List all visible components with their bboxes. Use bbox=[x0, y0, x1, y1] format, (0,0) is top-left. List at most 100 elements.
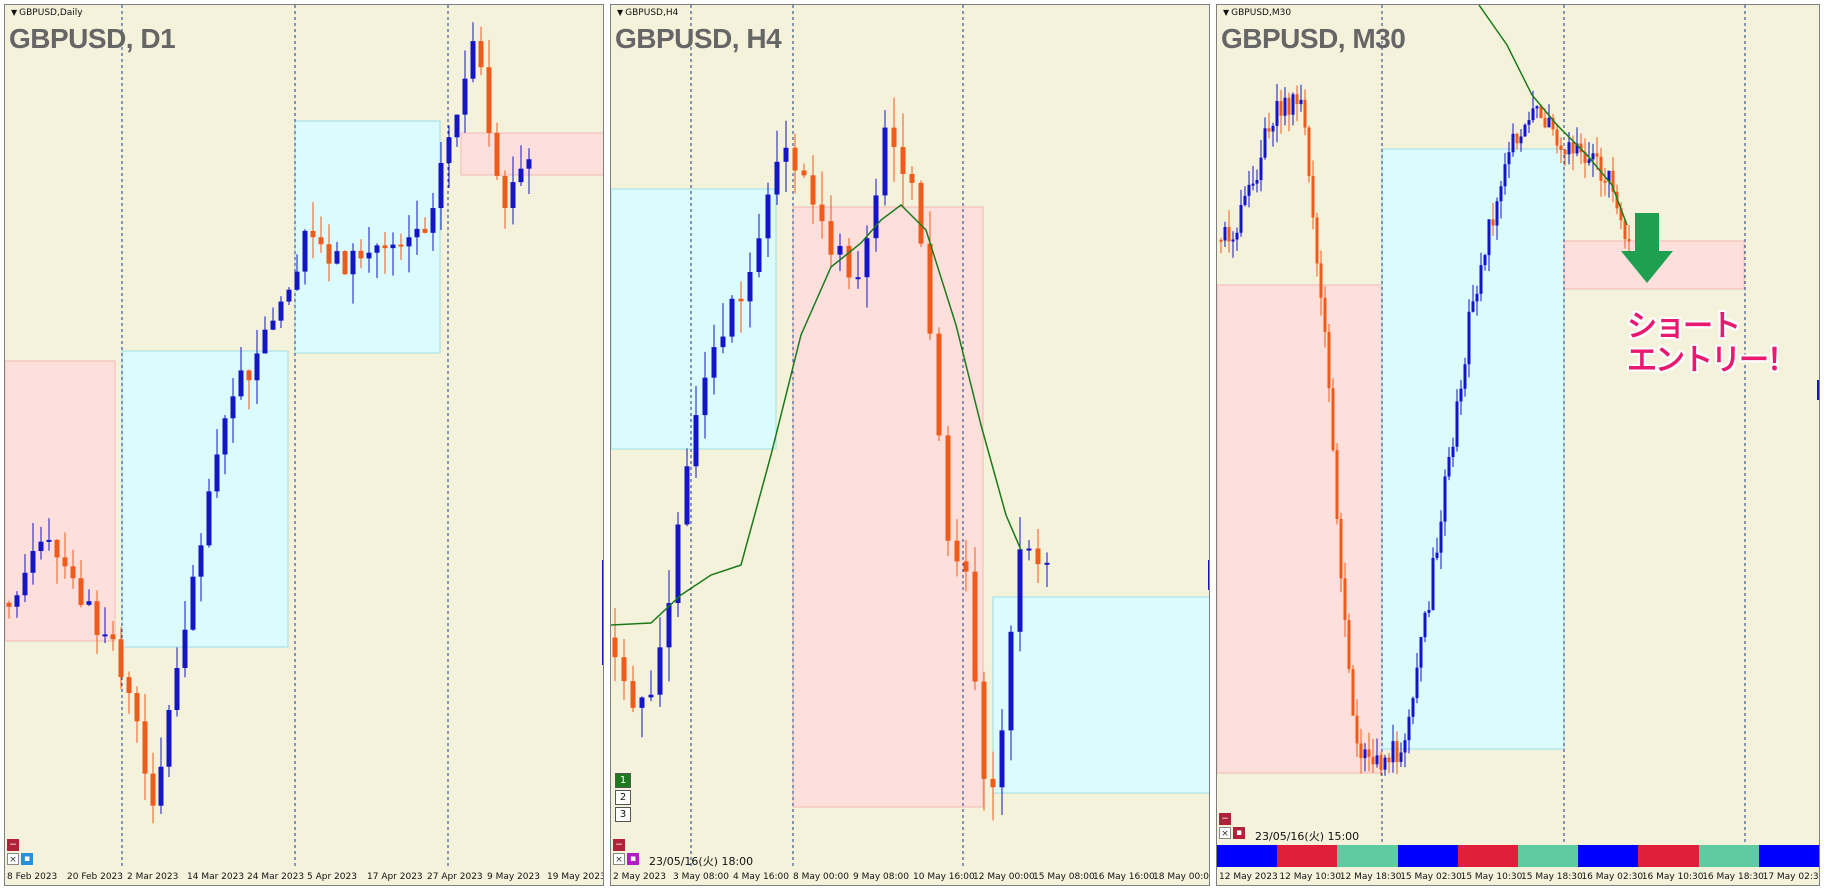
candle-body bbox=[828, 221, 834, 255]
candle-body bbox=[1535, 106, 1539, 109]
chart-panel-h4[interactable]: ▼ GBPUSD,H4 GBPUSD, H4 1 2 3 − × ▪ 23/05/… bbox=[610, 4, 1210, 886]
signal-segment bbox=[1638, 845, 1699, 867]
number-button-2[interactable]: 2 bbox=[615, 790, 631, 805]
settings-icon[interactable]: ▪ bbox=[1233, 827, 1245, 839]
dropdown-triangle-icon[interactable]: ▼ bbox=[11, 8, 18, 17]
candle-body bbox=[1591, 153, 1595, 160]
candle-body bbox=[738, 298, 744, 302]
number-button-1[interactable]: 1 bbox=[615, 773, 631, 788]
date-tick-label: 15 May 10:30 bbox=[1460, 872, 1523, 882]
dropdown-triangle-icon[interactable]: ▼ bbox=[617, 8, 624, 17]
candle-body bbox=[502, 175, 508, 209]
signal-segment bbox=[1277, 845, 1338, 867]
candle-body bbox=[954, 540, 960, 562]
candle-body bbox=[1411, 698, 1415, 717]
candle-body bbox=[630, 681, 636, 708]
candle-body bbox=[398, 244, 404, 247]
candle-body bbox=[1271, 125, 1275, 132]
candle-body bbox=[1451, 446, 1455, 457]
candle-body bbox=[142, 721, 148, 774]
candle-body bbox=[837, 245, 843, 255]
candle-body bbox=[158, 766, 164, 806]
signal-color-bar bbox=[1217, 845, 1819, 867]
signal-segment bbox=[1698, 845, 1759, 867]
settings-icon[interactable]: ▪ bbox=[627, 853, 639, 865]
candlestick-chart[interactable] bbox=[5, 5, 604, 867]
candle-body bbox=[1315, 217, 1319, 264]
date-tick-label: 15 May 08:00 bbox=[1033, 872, 1095, 882]
candle-body bbox=[1459, 388, 1463, 402]
candle-body bbox=[675, 524, 681, 604]
settings-icon[interactable]: ▪ bbox=[21, 853, 33, 865]
candle-body bbox=[238, 370, 244, 397]
candle-body bbox=[693, 415, 699, 467]
candle-body bbox=[174, 668, 180, 711]
close-button[interactable]: × bbox=[1219, 827, 1231, 839]
chart-panel-m30[interactable]: ▼ GBPUSD,M30 GBPUSD, M30 ショート エントリー！ − × … bbox=[1216, 4, 1820, 886]
cyan-zone bbox=[992, 596, 1209, 794]
candle-body bbox=[990, 778, 996, 788]
candle-body bbox=[1443, 476, 1447, 522]
candle-body bbox=[1008, 631, 1014, 731]
candle-body bbox=[1383, 757, 1387, 770]
candle-body bbox=[1567, 142, 1571, 155]
candle-body bbox=[78, 578, 84, 605]
candle-body bbox=[1543, 117, 1547, 128]
candle-body bbox=[999, 730, 1005, 788]
chart-symbol-small: ▼ GBPUSD,H4 bbox=[617, 8, 678, 18]
candle-body bbox=[374, 245, 380, 253]
candle-body bbox=[1379, 755, 1383, 770]
candle-body bbox=[30, 551, 36, 573]
candle-body bbox=[1026, 548, 1032, 551]
candle-body bbox=[666, 603, 672, 648]
candle-body bbox=[470, 41, 476, 79]
candlestick-chart[interactable] bbox=[1217, 5, 1820, 867]
candle-body bbox=[1511, 133, 1515, 153]
candle-body bbox=[70, 566, 76, 579]
candle-body bbox=[1623, 220, 1627, 240]
candle-body bbox=[1599, 156, 1603, 181]
candle-body bbox=[1259, 157, 1263, 181]
candle-body bbox=[1491, 219, 1495, 226]
candle-body bbox=[1419, 637, 1423, 668]
candle-body bbox=[1479, 265, 1483, 294]
candle-body bbox=[846, 245, 852, 278]
candle-body bbox=[1355, 715, 1359, 744]
candle-body bbox=[1367, 749, 1371, 757]
close-button[interactable]: × bbox=[613, 853, 625, 865]
candle-body bbox=[1359, 743, 1363, 759]
candle-body bbox=[1539, 106, 1543, 118]
minimize-button[interactable]: − bbox=[1219, 813, 1231, 825]
candle-body bbox=[684, 466, 690, 525]
candle-body bbox=[1351, 669, 1355, 716]
candle-body bbox=[1391, 741, 1395, 763]
chart-panel-d1[interactable]: ▼ GBPUSD,Daily GBPUSD, D1 − × ▪ 8 Feb 202… bbox=[4, 4, 604, 886]
candle-body bbox=[310, 230, 316, 238]
candle-body bbox=[1335, 450, 1339, 519]
minimize-button[interactable]: − bbox=[7, 839, 19, 851]
candle-body bbox=[621, 657, 627, 682]
symbol-label: GBPUSD,H4 bbox=[625, 8, 679, 18]
dropdown-triangle-icon[interactable]: ▼ bbox=[1223, 8, 1230, 17]
close-button[interactable]: × bbox=[7, 853, 19, 865]
candle-body bbox=[334, 251, 340, 264]
date-tick-label: 24 Mar 2023 bbox=[247, 872, 305, 882]
minimize-button[interactable]: − bbox=[613, 839, 625, 851]
candle-body bbox=[1247, 184, 1251, 196]
candle-body bbox=[358, 250, 364, 259]
date-tick-label: 8 Feb 2023 bbox=[7, 872, 58, 882]
symbol-label: GBPUSD,M30 bbox=[1231, 8, 1292, 18]
candle-body bbox=[1503, 164, 1507, 187]
chart-title: GBPUSD, D1 bbox=[9, 23, 176, 54]
candle-body bbox=[774, 161, 780, 195]
candle-body bbox=[1347, 620, 1351, 670]
annotation-line-2: エントリー！ bbox=[1627, 343, 1797, 378]
candle-body bbox=[855, 277, 861, 280]
candle-body bbox=[326, 244, 332, 264]
candlestick-chart[interactable] bbox=[611, 5, 1210, 867]
number-button-3[interactable]: 3 bbox=[615, 807, 631, 822]
date-tick-label: 4 May 16:00 bbox=[733, 872, 789, 882]
candle-body bbox=[1235, 232, 1239, 240]
annotation-line-1: ショート bbox=[1627, 309, 1741, 344]
candle-body bbox=[1275, 101, 1279, 126]
